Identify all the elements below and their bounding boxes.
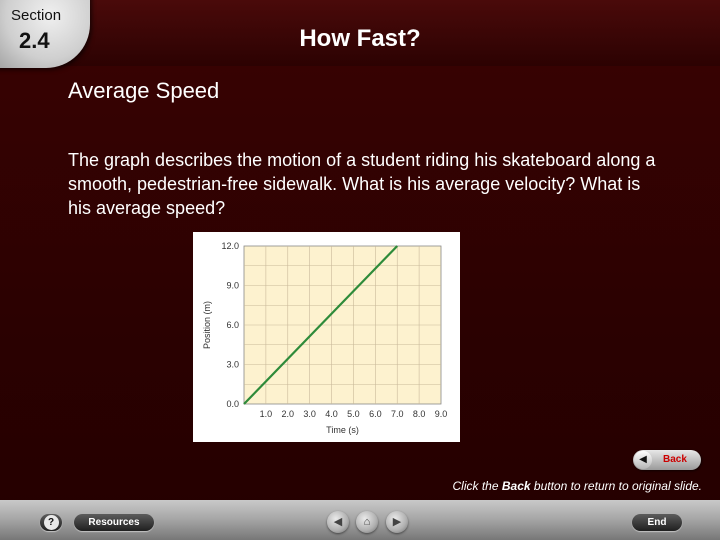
y-axis-label: Position (m) (202, 301, 212, 349)
navigation-bar: ? Resources ◀ ⌂ ▶ End (0, 500, 720, 540)
next-button[interactable]: ▶ (386, 511, 408, 533)
header-bar (0, 0, 720, 66)
left-arrow-icon: ◀ (634, 451, 652, 469)
position-time-graph: 1.0 2.0 3.0 4.0 5.0 6.0 7.0 8.0 9.0 0.0 3.0 6.0 9.0 1… (193, 232, 460, 442)
section-number: 2.4 (19, 28, 50, 53)
x-tick-label: 5.0 (347, 409, 360, 419)
question-text: The graph describes the motion of a stud… (68, 150, 656, 218)
y-tick-label: 0.0 (226, 399, 239, 409)
home-button[interactable]: ⌂ (356, 511, 378, 533)
x-tick-label: 7.0 (391, 409, 404, 419)
y-tick-label: 6.0 (226, 320, 239, 330)
hint-text-bold: Back (501, 479, 531, 493)
x-tick-label: 2.0 (282, 409, 295, 419)
back-button[interactable]: ◀ Back (633, 450, 701, 470)
topic-heading: Average Speed (68, 78, 220, 103)
y-tick-label: 3.0 (226, 360, 239, 370)
x-axis-label: Time (s) (326, 425, 359, 435)
x-tick-label: 8.0 (413, 409, 426, 419)
x-tick-label: 4.0 (325, 409, 338, 419)
home-icon: ⌂ (363, 516, 371, 528)
section-tab (0, 0, 90, 68)
end-button[interactable]: End (632, 514, 682, 531)
position-line (243, 245, 399, 405)
previous-icon: ◀ (333, 516, 343, 528)
x-tick-label: 9.0 (435, 409, 448, 419)
hint-text-pre: Click the (452, 479, 502, 493)
slide-title: How Fast? (299, 25, 421, 52)
back-hint: Click the Back button to return to origi… (453, 479, 702, 493)
chart-svg: 1.0 2.0 3.0 4.0 5.0 6.0 7.0 8.0 9.0 0.0 3.0 6.0 9.0 1… (202, 241, 448, 435)
help-icon: ? (43, 515, 59, 530)
next-icon: ▶ (392, 516, 402, 528)
y-tick-label: 9.0 (226, 281, 239, 291)
x-tick-label: 1.0 (260, 409, 273, 419)
back-button-label: Back (663, 454, 687, 465)
x-tick-label: 6.0 (369, 409, 382, 419)
hint-text-post: button to return to original slide. (530, 479, 702, 493)
x-tick-label: 3.0 (303, 409, 316, 419)
help-button[interactable]: ? (40, 514, 62, 531)
resources-button[interactable]: Resources (74, 514, 154, 531)
y-tick-label: 12.0 (221, 241, 239, 251)
previous-button[interactable]: ◀ (327, 511, 349, 533)
section-label: Section (11, 7, 62, 24)
